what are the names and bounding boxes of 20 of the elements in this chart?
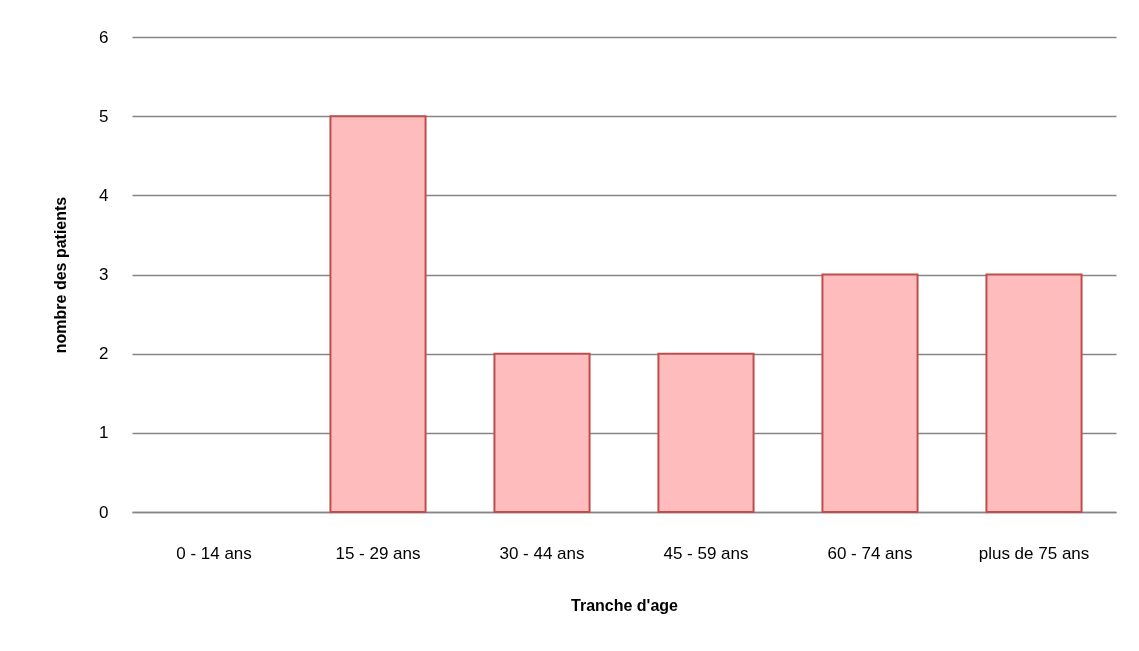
bar <box>985 273 1083 513</box>
y-tick-label: 3 <box>99 265 109 284</box>
y-tick-label: 4 <box>99 185 109 205</box>
x-tick-label: plus de 75 ans <box>978 543 1090 563</box>
x-tick-label: 0 - 14 ans <box>176 543 252 563</box>
bar <box>657 352 755 513</box>
bar <box>329 115 427 513</box>
x-tick-label: 60 - 74 ans <box>827 543 913 563</box>
x-tick-label: 45 - 59 ans <box>663 543 749 563</box>
x-tick-label: 30 - 44 ans <box>499 543 585 563</box>
x-axis-title: Tranche d'age <box>571 596 679 614</box>
x-tick-label: 15 - 29 ans <box>335 543 421 563</box>
y-tick-label: 0 <box>99 502 109 522</box>
bar <box>821 273 919 513</box>
y-axis-title: nombre des patients <box>52 196 70 354</box>
y-tick-label: 5 <box>99 106 109 126</box>
y-tick-label: 6 <box>99 27 109 47</box>
y-tick-label: 1 <box>99 423 109 443</box>
y-tick-label: 2 <box>99 344 109 364</box>
bar <box>493 352 591 513</box>
